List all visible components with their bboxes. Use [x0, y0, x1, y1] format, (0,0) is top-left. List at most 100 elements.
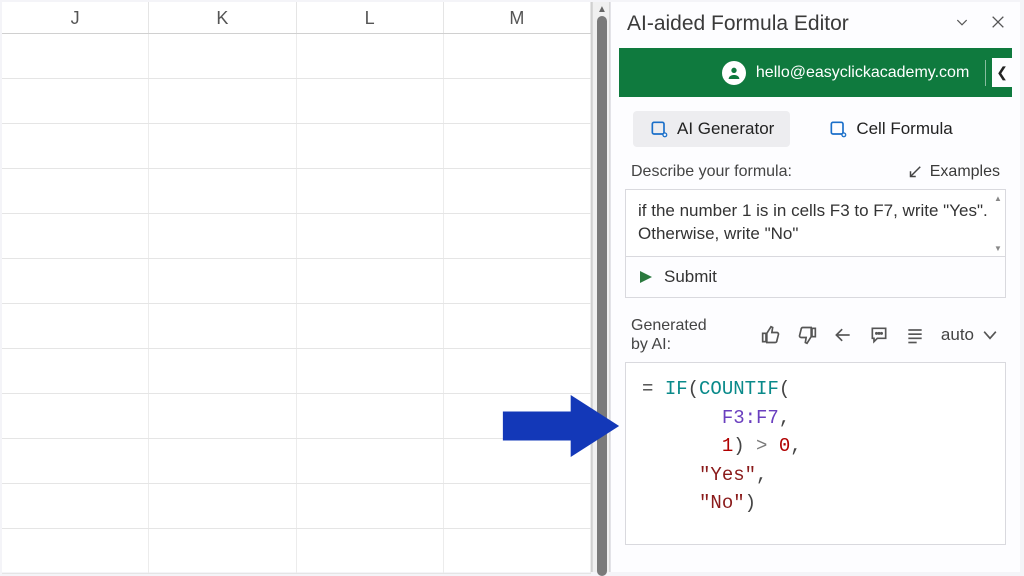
table-row: [2, 439, 591, 484]
formula-token: 0: [779, 435, 790, 457]
cell[interactable]: [297, 394, 444, 438]
vertical-scrollbar[interactable]: ▲: [592, 2, 610, 572]
cell[interactable]: [2, 394, 149, 438]
tab-ai-generator-label: AI Generator: [677, 119, 774, 139]
examples-button[interactable]: Examples: [906, 163, 1000, 181]
back-icon[interactable]: [833, 325, 853, 345]
auto-dropdown[interactable]: auto: [941, 325, 1000, 345]
formula-token: ): [733, 435, 756, 457]
cell[interactable]: [297, 79, 444, 123]
cell[interactable]: [444, 304, 591, 348]
formula-editor-panel: AI-aided Formula Editor hello@easyclicka…: [610, 2, 1020, 572]
table-row: [2, 169, 591, 214]
desc-scroll-down-icon[interactable]: ▼: [994, 244, 1002, 252]
account-divider: [985, 60, 986, 86]
cell[interactable]: [149, 124, 296, 168]
cell[interactable]: [2, 169, 149, 213]
cell[interactable]: [444, 394, 591, 438]
cell[interactable]: [2, 259, 149, 303]
cell[interactable]: [444, 79, 591, 123]
cell[interactable]: [444, 214, 591, 258]
column-header[interactable]: L: [297, 2, 444, 33]
scroll-thumb[interactable]: [597, 16, 607, 576]
cell[interactable]: [297, 259, 444, 303]
submit-label: Submit: [664, 267, 717, 287]
table-row: [2, 349, 591, 394]
cell[interactable]: [149, 214, 296, 258]
formula-token: ,: [756, 464, 767, 486]
formula-token: "Yes": [699, 464, 756, 486]
cell[interactable]: [444, 484, 591, 528]
scroll-up-icon[interactable]: ▲: [596, 4, 608, 14]
description-input[interactable]: if the number 1 is in cells F3 to F7, wr…: [625, 189, 1006, 257]
tab-ai-generator[interactable]: AI Generator: [633, 111, 790, 147]
cell[interactable]: [149, 259, 296, 303]
panel-tabs: AI Generator Cell Formula: [611, 107, 1020, 157]
cell[interactable]: [297, 529, 444, 573]
table-row: [2, 34, 591, 79]
table-row: [2, 79, 591, 124]
cell[interactable]: [444, 124, 591, 168]
cell[interactable]: [149, 529, 296, 573]
cell[interactable]: [444, 169, 591, 213]
formula-token: ,: [790, 435, 801, 457]
cell[interactable]: [149, 439, 296, 483]
cell[interactable]: [2, 124, 149, 168]
cell[interactable]: [149, 304, 296, 348]
formula-token: (: [688, 378, 699, 400]
cell[interactable]: [2, 214, 149, 258]
description-text: if the number 1 is in cells F3 to F7, wr…: [638, 201, 988, 243]
cell[interactable]: [297, 214, 444, 258]
cell[interactable]: [297, 484, 444, 528]
column-header[interactable]: M: [444, 2, 591, 33]
cell[interactable]: [297, 124, 444, 168]
cell[interactable]: [297, 349, 444, 393]
comment-icon[interactable]: [869, 325, 889, 345]
cell[interactable]: [149, 394, 296, 438]
generated-formula[interactable]: = IF(COUNTIF( F3:F7, 1) > 0, "Yes", "No"…: [625, 362, 1006, 545]
collapse-icon[interactable]: [952, 14, 972, 35]
column-header[interactable]: K: [149, 2, 296, 33]
cell[interactable]: [444, 439, 591, 483]
close-icon[interactable]: [990, 14, 1006, 35]
cell[interactable]: [2, 439, 149, 483]
cell[interactable]: [444, 34, 591, 78]
cell[interactable]: [297, 439, 444, 483]
cell[interactable]: [444, 259, 591, 303]
submit-button[interactable]: Submit: [625, 257, 1006, 298]
cell[interactable]: [2, 34, 149, 78]
account-email: hello@easyclickacademy.com: [756, 64, 969, 82]
thumbs-up-icon[interactable]: [761, 325, 781, 345]
formula-token: [642, 492, 699, 514]
formula-token: =: [642, 378, 665, 400]
description-scrollbar[interactable]: ▲ ▼: [994, 194, 1002, 252]
cell[interactable]: [149, 349, 296, 393]
desc-scroll-up-icon[interactable]: ▲: [994, 194, 1002, 202]
cell[interactable]: [2, 484, 149, 528]
cell[interactable]: [297, 34, 444, 78]
cell[interactable]: [2, 304, 149, 348]
formula-token: ,: [779, 407, 790, 429]
grid-rows: [2, 34, 591, 572]
cell[interactable]: [149, 79, 296, 123]
thumbs-down-icon[interactable]: [797, 325, 817, 345]
cell[interactable]: [444, 349, 591, 393]
format-icon[interactable]: [905, 325, 925, 345]
app-root: JKLM ▲ AI-aided Formula Editor hello@eas…: [0, 0, 1024, 576]
tab-cell-formula-label: Cell Formula: [856, 119, 952, 139]
cell[interactable]: [2, 79, 149, 123]
cell[interactable]: [297, 169, 444, 213]
cell[interactable]: [2, 349, 149, 393]
cell[interactable]: [444, 529, 591, 573]
cell[interactable]: [149, 34, 296, 78]
column-headers: JKLM: [2, 2, 591, 34]
tab-cell-formula[interactable]: Cell Formula: [812, 111, 968, 147]
column-header[interactable]: J: [2, 2, 149, 33]
cell[interactable]: [297, 304, 444, 348]
cell[interactable]: [2, 529, 149, 573]
formula-token: COUNTIF: [699, 378, 779, 400]
cell[interactable]: [149, 484, 296, 528]
account-collapse-icon[interactable]: ❮: [992, 58, 1012, 87]
cell[interactable]: [149, 169, 296, 213]
generated-label: Generated by AI:: [631, 316, 707, 354]
